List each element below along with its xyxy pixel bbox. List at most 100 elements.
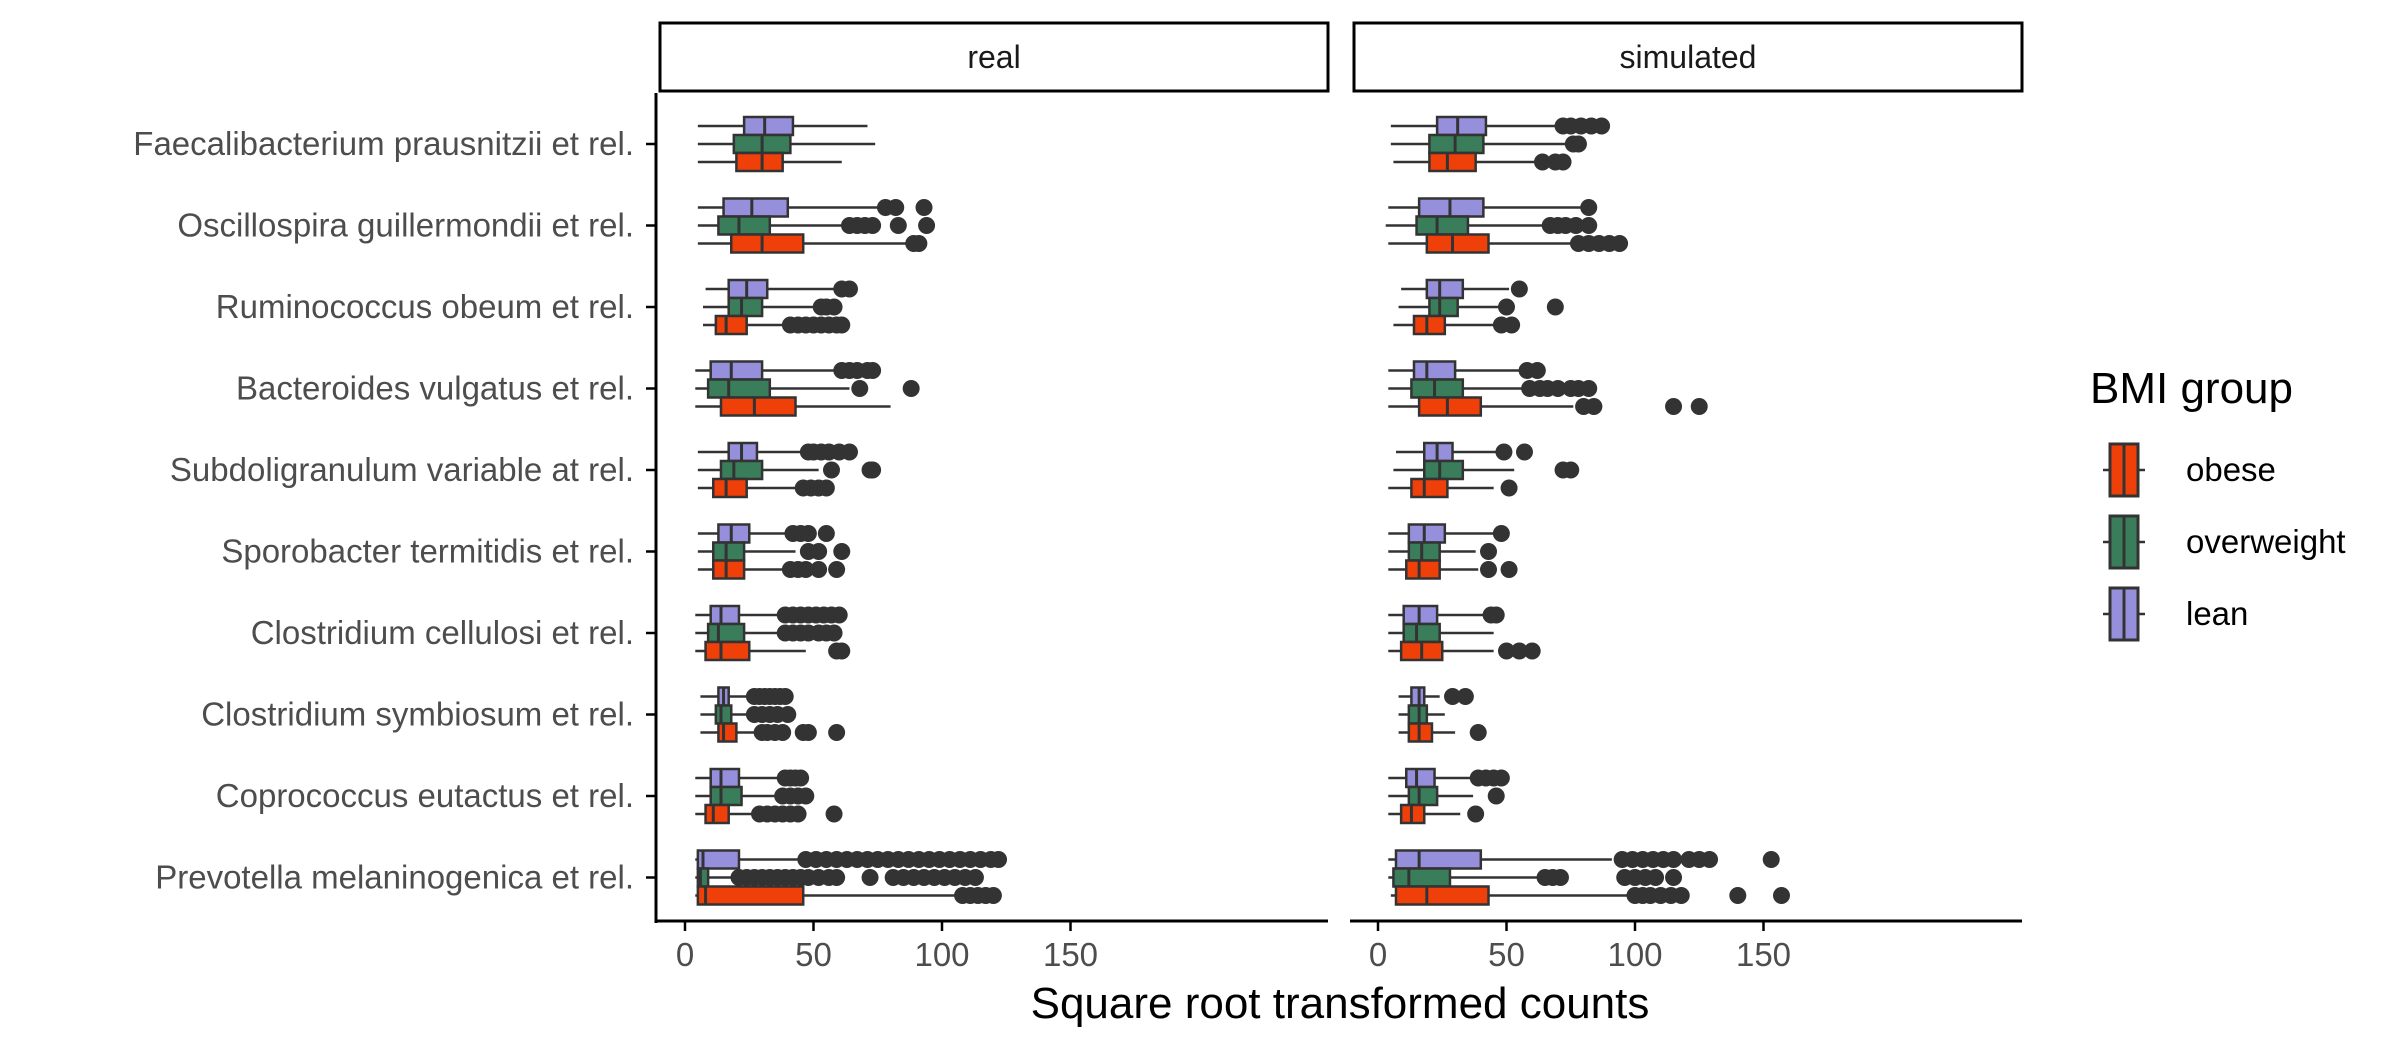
box-overweight xyxy=(1398,296,1564,318)
box-iqr xyxy=(1412,360,1457,381)
outlier-point xyxy=(779,706,797,723)
outlier-point xyxy=(825,624,843,642)
box-iqr xyxy=(709,785,743,807)
legend-entries: obese overweight lean xyxy=(2103,442,2346,642)
box-iqr xyxy=(717,722,738,743)
outlier-point xyxy=(1690,398,1708,415)
box-iqr xyxy=(1435,115,1488,137)
box-iqr xyxy=(706,378,772,399)
box-obese xyxy=(697,233,928,254)
outlier-point xyxy=(1580,217,1598,234)
outlier-point xyxy=(799,525,817,542)
taxon-label: Faecalibacterium prausnitzii et rel. xyxy=(133,125,634,162)
x-tick-label: 0 xyxy=(1369,936,1387,973)
box-lean xyxy=(695,360,882,381)
outlier-point xyxy=(1647,869,1665,886)
outlier-point xyxy=(840,280,858,298)
box-lean xyxy=(700,686,794,707)
taxon-label: Sporobacter termitidis et rel. xyxy=(221,533,634,570)
box-obese xyxy=(697,477,835,499)
box-lean xyxy=(1388,197,1598,218)
outlier-point xyxy=(797,561,815,578)
box-lean xyxy=(1388,360,1546,381)
outlier-point xyxy=(822,461,840,479)
outlier-point xyxy=(1444,688,1462,705)
box-iqr xyxy=(1417,396,1483,417)
box-overweight xyxy=(695,622,843,644)
box-iqr xyxy=(727,296,764,318)
outlier-point xyxy=(1580,380,1598,397)
box-lean xyxy=(1388,523,1510,544)
box-iqr xyxy=(1423,459,1465,481)
box-overweight xyxy=(1398,704,1445,725)
outlier-point xyxy=(1762,851,1780,868)
outlier-point xyxy=(1495,443,1513,461)
facet-label-real: real xyxy=(967,39,1020,75)
outlier-point xyxy=(1772,887,1790,904)
box-overweight xyxy=(1388,867,1683,888)
outlier-point xyxy=(966,869,984,886)
outlier-point xyxy=(1593,117,1611,135)
outlier-point xyxy=(830,606,848,624)
box-obese xyxy=(1398,722,1487,743)
outlier-point xyxy=(1672,887,1690,904)
legend-entry-lean: lean xyxy=(2103,586,2248,642)
box-iqr xyxy=(696,849,741,870)
outlier-point xyxy=(810,561,828,578)
box-iqr xyxy=(730,233,805,254)
x-ticks-real: 0 50 100 150 xyxy=(676,921,1098,973)
outlier-point xyxy=(1510,642,1528,660)
taxon-label: Ruminococcus obeum et rel. xyxy=(216,288,634,325)
outlier-point xyxy=(889,217,907,234)
outlier-point xyxy=(833,642,851,660)
box-overweight xyxy=(695,378,920,399)
taxon-label: Bacteroides vulgatus et rel. xyxy=(236,370,634,407)
x-axis-title: Square root transformed counts xyxy=(1031,979,1650,1028)
box-lean xyxy=(1390,115,1611,137)
outlier-point xyxy=(833,316,851,334)
box-lean xyxy=(1395,441,1533,463)
box-iqr xyxy=(1407,785,1439,807)
box-lean xyxy=(695,767,810,789)
outlier-point xyxy=(1546,298,1564,316)
box-iqr xyxy=(1428,296,1459,318)
box-obese xyxy=(697,151,842,173)
box-iqr xyxy=(704,640,751,662)
outlier-point xyxy=(910,235,928,252)
outlier-point xyxy=(1492,525,1510,542)
x-tick-label: 150 xyxy=(1736,936,1791,973)
outlier-point xyxy=(817,479,835,497)
facet-strip-simulated xyxy=(1352,21,2024,93)
box-iqr xyxy=(1407,541,1441,562)
outlier-point xyxy=(1549,380,1567,397)
outlier-point xyxy=(1528,362,1546,379)
box-lean xyxy=(697,197,933,218)
box-lean xyxy=(1401,278,1528,300)
outlier-point xyxy=(1611,235,1629,252)
box-iqr xyxy=(1407,523,1447,544)
box-iqr xyxy=(709,767,741,789)
facet-strip-real xyxy=(658,21,1330,93)
box-iqr xyxy=(1415,215,1470,236)
box-overweight xyxy=(697,541,851,562)
box-overweight xyxy=(697,133,876,155)
box-lean xyxy=(1388,604,1505,626)
outlier-point xyxy=(797,787,815,805)
box-obese xyxy=(1388,477,1518,499)
outlier-point xyxy=(828,869,846,886)
legend-title: BMI group xyxy=(2090,364,2293,413)
outlier-point xyxy=(864,461,882,479)
legend-label: obese xyxy=(2186,451,2276,488)
box-obese xyxy=(1388,396,1708,417)
outlier-point xyxy=(840,443,858,461)
outlier-point xyxy=(1562,461,1580,479)
x-tick-label: 100 xyxy=(1607,936,1662,973)
box-iqr xyxy=(735,151,784,173)
legend-entry-obese: obese xyxy=(2103,442,2276,498)
box-obese xyxy=(697,559,846,580)
outlier-point xyxy=(1487,787,1505,805)
box-overweight xyxy=(1388,541,1498,562)
box-overweight xyxy=(1385,215,1598,236)
outlier-point xyxy=(1523,642,1541,660)
